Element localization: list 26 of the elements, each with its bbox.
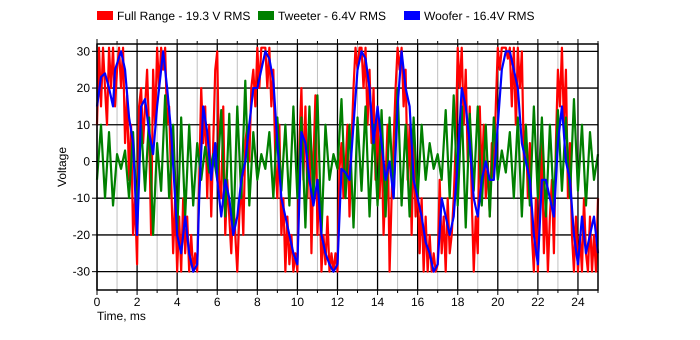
x-axis-title: Time, ms	[97, 309, 146, 323]
line-series	[96, 80, 600, 236]
x-tick-label: 22	[531, 295, 545, 309]
y-tick-label: -10	[72, 191, 90, 206]
x-tick-label: 6	[214, 295, 221, 309]
y-axis-title: Voltage	[55, 146, 69, 188]
x-tick-label: 2	[134, 295, 141, 309]
x-tick-label: 12	[330, 295, 344, 309]
x-tick-label: 4	[174, 295, 181, 309]
y-tick-label: 10	[76, 118, 90, 132]
x-tick-label: 10	[290, 295, 304, 309]
legend-label: Tweeter - 6.4V RMS	[278, 9, 386, 23]
x-tick-label: 8	[254, 295, 261, 309]
x-tick-label: 14	[370, 295, 385, 309]
y-tick-label: -30	[72, 264, 90, 279]
y-tick-label: 0	[83, 154, 90, 168]
x-tick-label: 18	[451, 295, 465, 309]
x-tick-label: 16	[410, 295, 425, 309]
legend-label: Full Range - 19.3 V RMS	[117, 9, 250, 23]
x-tick-label: 0	[94, 295, 101, 309]
y-tick-label: 20	[76, 81, 90, 96]
y-tick-label: -20	[72, 228, 90, 242]
y-tick-label: 30	[76, 44, 90, 58]
legend-label: Woofer - 16.4V RMS	[424, 9, 534, 23]
x-tick-label: 20	[491, 295, 505, 309]
x-tick-label: 24	[571, 295, 585, 309]
